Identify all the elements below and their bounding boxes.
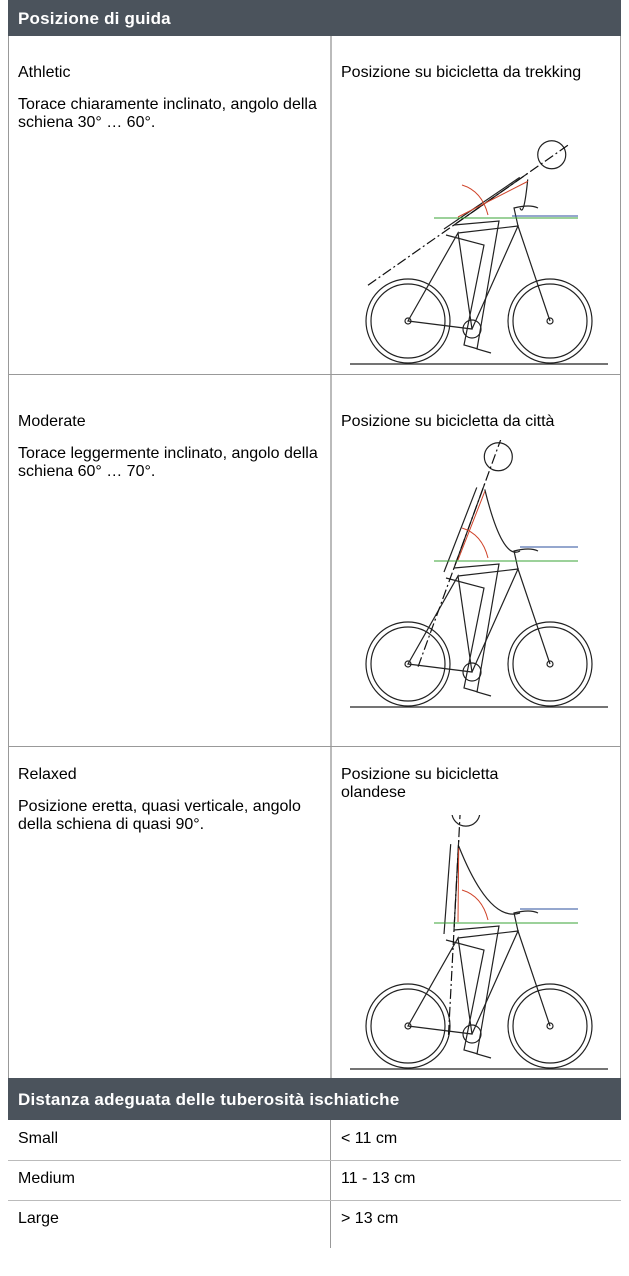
size-value: 11 - 13 cm (341, 1170, 416, 1187)
drawing-line (537, 140, 567, 170)
bike-illustration (350, 140, 608, 365)
size-value: > 13 cm (341, 1210, 399, 1227)
drawing-line (417, 440, 502, 667)
drawing-line (546, 1022, 554, 1030)
column-divider (330, 1120, 331, 1248)
position-description: Torace leggermente inclinato, angolo del… (18, 445, 318, 480)
drawing-line (483, 442, 513, 472)
size-value: < 11 cm (341, 1130, 398, 1147)
row-divider (8, 374, 621, 375)
drawing-line (484, 489, 521, 553)
drawing-line (512, 988, 588, 1064)
drawing-line (367, 144, 570, 286)
size-label: Large (18, 1210, 59, 1227)
drawing-line (370, 988, 446, 1064)
position-description: Posizione eretta, quasi verticale, angol… (18, 798, 301, 833)
drawing-line (512, 626, 588, 702)
drawing-line (407, 910, 551, 1035)
drawing-line (443, 483, 486, 573)
position-description: Torace chiaramente inclinato, angolo del… (18, 96, 317, 131)
drawing-line (457, 848, 489, 923)
drawing-line (458, 845, 521, 915)
border (8, 36, 9, 1078)
drawing-line (365, 983, 451, 1069)
drawing-line (507, 983, 593, 1069)
section-header: Distanza adeguata delle tuberosità ischi… (8, 1078, 621, 1120)
caption: Posizione su bicicletta da trekking (341, 64, 582, 81)
drawing-line (519, 179, 529, 211)
drawing-line (443, 172, 529, 230)
drawing-line (445, 563, 500, 697)
drawing-line (370, 283, 446, 359)
drawing-line (451, 815, 481, 827)
position-name: Relaxed (18, 766, 77, 783)
drawing-line (546, 317, 554, 325)
column-divider (330, 36, 332, 1078)
row-divider (8, 1200, 621, 1201)
drawing-line (457, 491, 489, 561)
drawing-line (407, 548, 551, 673)
caption: Posizione su bicicletta da città (341, 413, 555, 430)
row-divider (8, 746, 621, 747)
position-cell: Athletic Torace chiaramente inclinato, a… (10, 58, 330, 138)
position-name: Moderate (18, 413, 86, 430)
drawing-line (457, 180, 528, 218)
bike-illustration (350, 440, 608, 708)
row-divider (8, 1160, 621, 1161)
drawing-line (546, 660, 554, 668)
drawing-line (445, 220, 500, 354)
position-cell: Relaxed Posizione eretta, quasi vertical… (10, 760, 330, 840)
drawing-line (407, 205, 551, 330)
section-header: Posizione di guida (8, 0, 621, 36)
drawing-line (507, 278, 593, 364)
drawing-line (445, 925, 500, 1059)
caption: Posizione su bicicletta olandese (341, 766, 499, 801)
position-cell: Moderate Torace leggermente inclinato, a… (10, 407, 330, 487)
bike-illustration (350, 815, 608, 1070)
drawing-line (447, 815, 461, 1035)
border (620, 36, 621, 1078)
drawing-line (365, 621, 451, 707)
drawing-line (370, 626, 446, 702)
size-label: Medium (18, 1170, 75, 1187)
drawing-line (365, 278, 451, 364)
drawing-line (507, 621, 593, 707)
drawing-line (512, 283, 588, 359)
position-name: Athletic (18, 64, 71, 81)
size-label: Small (18, 1130, 59, 1147)
